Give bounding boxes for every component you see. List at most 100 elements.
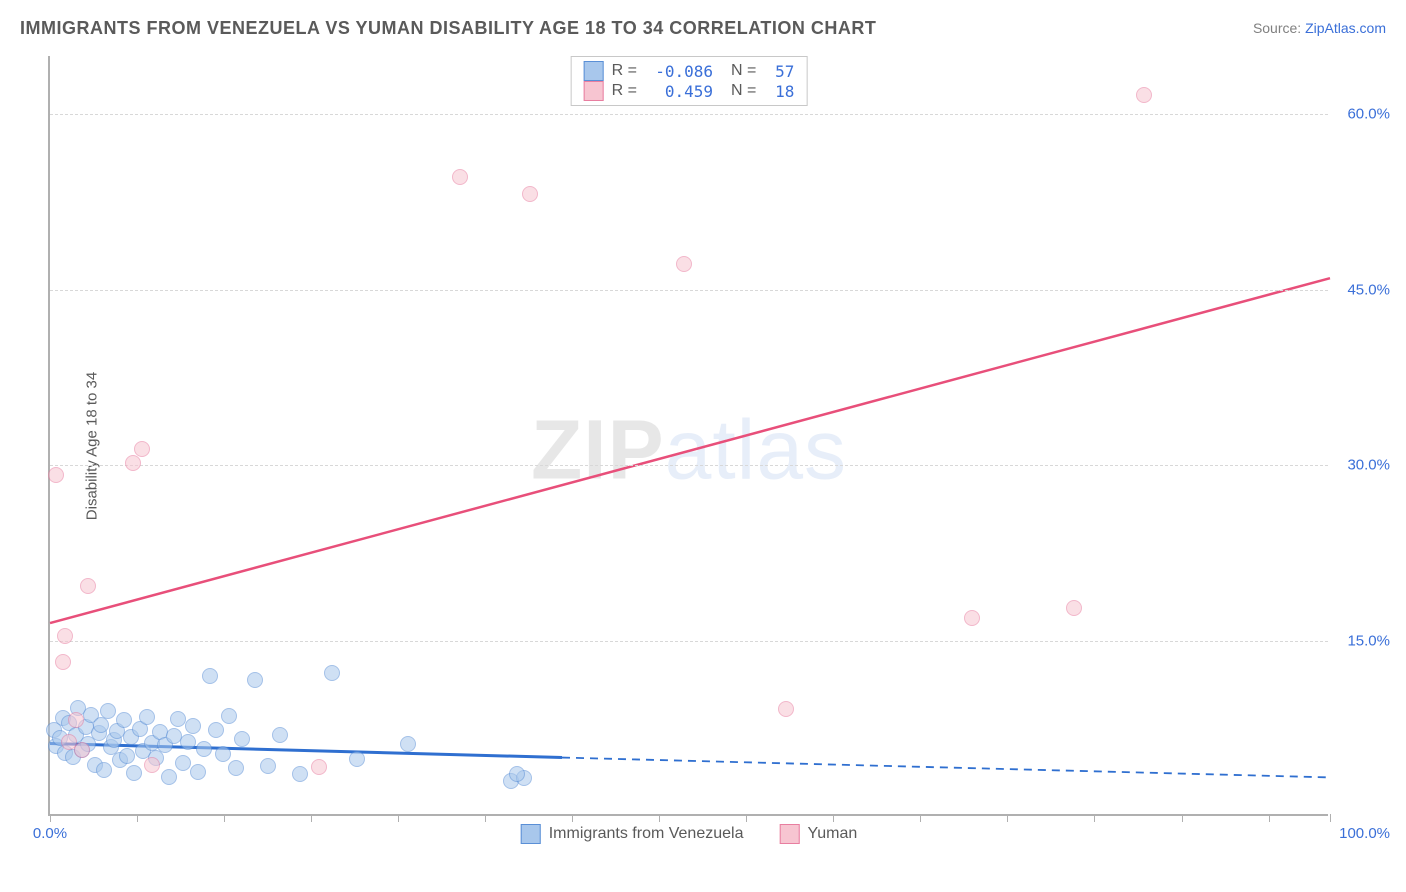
gridline: [50, 465, 1328, 466]
scatter-point: [260, 758, 276, 774]
x-tick: [311, 814, 312, 822]
scatter-point: [170, 711, 186, 727]
watermark: ZIPatlas: [531, 402, 847, 499]
legend-corr-row: R = -0.086 N = 57: [584, 61, 795, 81]
x-tick: [50, 814, 51, 822]
scatter-point: [190, 764, 206, 780]
scatter-point: [676, 256, 692, 272]
x-tick: [746, 814, 747, 822]
scatter-point: [196, 741, 212, 757]
legend-series-label: Immigrants from Venezuela: [549, 825, 744, 843]
scatter-point: [185, 718, 201, 734]
legend-swatch: [521, 824, 541, 844]
scatter-point: [74, 742, 90, 758]
y-tick-label: 30.0%: [1347, 457, 1390, 474]
x-tick: [224, 814, 225, 822]
scatter-point: [247, 672, 263, 688]
scatter-point: [400, 736, 416, 752]
scatter-point: [175, 755, 191, 771]
legend-n-label: N =: [731, 62, 756, 80]
scatter-point: [161, 769, 177, 785]
scatter-point: [55, 654, 71, 670]
scatter-point: [1066, 600, 1082, 616]
gridline: [50, 290, 1328, 291]
scatter-point: [126, 765, 142, 781]
x-tick: [485, 814, 486, 822]
scatter-point: [100, 703, 116, 719]
legend-series-label: Yuman: [807, 825, 857, 843]
scatter-point: [1136, 87, 1152, 103]
trend-line: [562, 758, 1330, 778]
legend-n-label: N =: [731, 82, 756, 100]
scatter-point: [80, 578, 96, 594]
watermark-part-b: atlas: [665, 403, 847, 497]
scatter-point: [139, 709, 155, 725]
scatter-point: [228, 760, 244, 776]
legend-r-label: R =: [612, 82, 637, 100]
x-tick: [1007, 814, 1008, 822]
scatter-point: [93, 717, 109, 733]
legend-swatch: [584, 61, 604, 81]
x-tick: [398, 814, 399, 822]
scatter-point: [208, 722, 224, 738]
x-tick: [1269, 814, 1270, 822]
scatter-point: [234, 731, 250, 747]
correlation-legend: R =-0.086N =57R =0.459N =18: [571, 56, 808, 106]
source-attribution: Source: ZipAtlas.com: [1253, 20, 1386, 36]
source-link[interactable]: ZipAtlas.com: [1305, 20, 1386, 36]
trend-lines-layer: [50, 56, 1330, 816]
scatter-point: [119, 748, 135, 764]
legend-swatch: [779, 824, 799, 844]
scatter-point: [292, 766, 308, 782]
trend-line: [50, 278, 1330, 623]
chart-title: IMMIGRANTS FROM VENEZUELA VS YUMAN DISAB…: [20, 18, 876, 39]
watermark-part-a: ZIP: [531, 403, 665, 497]
scatter-point: [125, 455, 141, 471]
y-tick-label: 60.0%: [1347, 106, 1390, 123]
x-tick: [659, 814, 660, 822]
scatter-point: [311, 759, 327, 775]
plot-area: ZIPatlas R =-0.086N =57R =0.459N =18 Imm…: [48, 56, 1328, 816]
scatter-point: [964, 610, 980, 626]
x-tick: [1182, 814, 1183, 822]
legend-series-item: Immigrants from Venezuela: [521, 824, 744, 844]
scatter-point: [144, 757, 160, 773]
x-tick: [572, 814, 573, 822]
y-tick-label: 45.0%: [1347, 281, 1390, 298]
scatter-point: [57, 628, 73, 644]
legend-swatch: [584, 81, 604, 101]
scatter-point: [48, 467, 64, 483]
scatter-point: [221, 708, 237, 724]
gridline: [50, 114, 1328, 115]
scatter-point: [522, 186, 538, 202]
scatter-point: [349, 751, 365, 767]
legend-r-label: R =: [612, 62, 637, 80]
scatter-point: [324, 665, 340, 681]
x-tick: [833, 814, 834, 822]
y-tick-label: 15.0%: [1347, 632, 1390, 649]
scatter-point: [509, 766, 525, 782]
scatter-point: [452, 169, 468, 185]
scatter-point: [778, 701, 794, 717]
legend-n-value: 57: [764, 62, 794, 81]
x-tick-label-max: 100.0%: [1339, 825, 1390, 842]
scatter-point: [180, 734, 196, 750]
x-tick: [137, 814, 138, 822]
scatter-point: [68, 712, 84, 728]
legend-series-item: Yuman: [779, 824, 857, 844]
scatter-point: [272, 727, 288, 743]
scatter-point: [215, 746, 231, 762]
scatter-point: [96, 762, 112, 778]
source-prefix: Source:: [1253, 20, 1305, 36]
x-tick: [920, 814, 921, 822]
x-tick: [1330, 814, 1331, 822]
scatter-point: [116, 712, 132, 728]
x-tick-label-min: 0.0%: [33, 825, 67, 842]
legend-corr-row: R =0.459N =18: [584, 81, 795, 101]
gridline: [50, 641, 1328, 642]
scatter-point: [134, 441, 150, 457]
legend-r-value: -0.086: [645, 62, 713, 81]
legend-r-value: 0.459: [645, 82, 713, 101]
series-legend: Immigrants from Venezuela Yuman: [521, 824, 858, 844]
chart-container: IMMIGRANTS FROM VENEZUELA VS YUMAN DISAB…: [0, 0, 1406, 892]
